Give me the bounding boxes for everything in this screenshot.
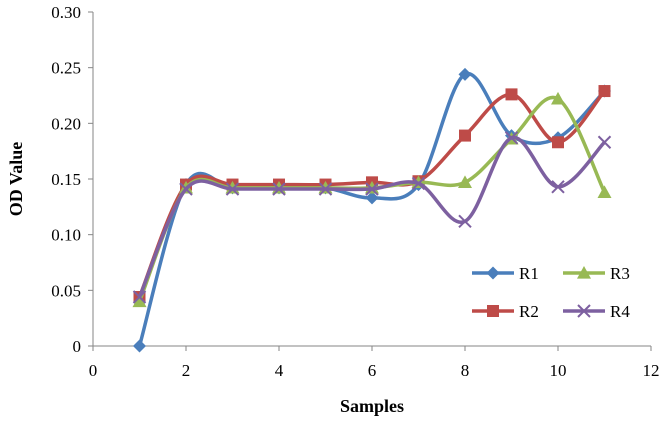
- data-point-r2: [552, 136, 564, 149]
- data-point-r3: [597, 185, 612, 198]
- data-point-r2: [459, 129, 471, 142]
- legend-label: R3: [610, 264, 630, 283]
- data-point-r4: [272, 182, 286, 196]
- x-tick-label: 8: [461, 361, 470, 380]
- axes: 0 0.05 0.10 0.15 0.20 0.25 0.30 0 2 4 6 8 10 12: [51, 3, 659, 380]
- series-layer: [132, 67, 612, 353]
- data-point-r4: [318, 182, 333, 196]
- x-tick-label: 4: [275, 361, 284, 380]
- series-line-r4: [137, 136, 606, 298]
- y-tick-label: 0.30: [51, 3, 81, 22]
- y-axis-title: OD Value: [6, 142, 26, 217]
- data-point-r4: [597, 135, 612, 149]
- legend: R1 R3 R2 R4: [472, 264, 630, 321]
- data-point-r4: [132, 290, 147, 304]
- data-point-r3: [551, 91, 565, 105]
- data-point-r1: [458, 67, 472, 81]
- series-r1: [133, 67, 611, 353]
- data-point-r2: [505, 88, 518, 101]
- legend-label: R2: [519, 302, 539, 321]
- data-point-r4: [225, 182, 240, 196]
- data-point-r3: [132, 294, 147, 308]
- data-point-r3: [458, 175, 472, 188]
- data-point-r2: [598, 85, 611, 98]
- x-tick-label: 6: [368, 361, 377, 380]
- data-point-r4: [458, 214, 472, 229]
- x-tick-label: 10: [550, 361, 567, 380]
- legend-label: R4: [610, 302, 630, 321]
- data-point-r4: [179, 182, 193, 196]
- series-r4: [132, 131, 612, 304]
- y-tick-label: 0.25: [51, 59, 81, 78]
- y-tick-label: 0.05: [51, 281, 81, 300]
- y-tick-label: 0.20: [51, 114, 81, 133]
- legend-entry-r4: R4: [563, 302, 630, 321]
- data-point-r1: [133, 339, 146, 353]
- legend-marker: [487, 305, 499, 317]
- legend-entry-r3: R3: [563, 264, 630, 283]
- data-point-r4: [411, 176, 426, 191]
- x-tick-label: 12: [643, 361, 660, 380]
- legend-entry-r2: R2: [472, 302, 539, 321]
- y-tick-label: 0: [73, 337, 82, 356]
- y-tick-label: 0.10: [51, 226, 81, 245]
- x-axis-title: Samples: [340, 396, 404, 416]
- data-point-r4: [504, 131, 519, 145]
- legend-marker: [486, 266, 500, 280]
- x-tick-label: 0: [89, 361, 98, 380]
- data-point-r1: [365, 191, 379, 205]
- legend-marker: [577, 266, 591, 279]
- legend-entry-r1: R1: [472, 264, 539, 283]
- legend-marker: [577, 304, 591, 318]
- x-tick-label: 2: [182, 361, 191, 380]
- data-point-r4: [551, 180, 565, 194]
- data-point-r4: [365, 182, 379, 196]
- legend-label: R1: [519, 264, 539, 283]
- y-tick-label: 0.15: [51, 170, 81, 189]
